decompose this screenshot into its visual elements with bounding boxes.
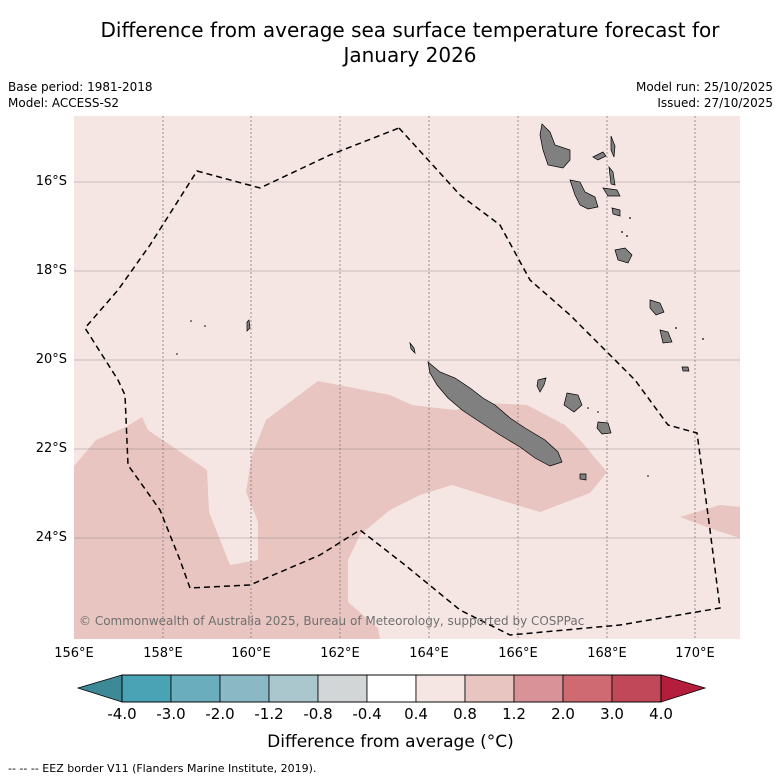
title-line-2: January 2026 — [343, 43, 477, 67]
vanuatu-ambrym — [602, 187, 621, 197]
islet — [702, 338, 704, 340]
vanuatu-erromango — [649, 299, 665, 316]
lon-label-158e: 158°E — [143, 646, 183, 661]
model-name: Model: ACCESS-S2 — [8, 96, 120, 110]
vanuatu-ambae — [592, 151, 607, 161]
colorbar-tick: 3.0 — [600, 705, 624, 723]
colorbar-segment — [170, 674, 221, 703]
mare — [596, 421, 612, 435]
land-masses — [246, 123, 690, 481]
vanuatu-pentecost — [608, 165, 616, 186]
lon-label-166e: 166°E — [498, 646, 538, 661]
issued-date: Issued: 27/10/2025 — [657, 96, 773, 110]
colorbar-segment — [611, 674, 662, 703]
colorbar-segment — [464, 674, 515, 703]
lon-label-170e: 170°E — [675, 646, 715, 661]
lon-label-168e: 168°E — [587, 646, 627, 661]
islet — [204, 325, 206, 327]
isle-of-pines — [579, 473, 587, 481]
warm-anomaly-region-west — [74, 381, 607, 639]
colorbar-tick: 0.8 — [453, 705, 477, 723]
colorbar-tick: -1.2 — [254, 705, 284, 723]
islet — [176, 353, 178, 355]
colorbar-segments — [121, 674, 662, 703]
chesterfield-islet — [246, 319, 251, 332]
colorbar-segment — [268, 674, 319, 703]
colorbar-high-extension — [660, 674, 707, 703]
islet — [647, 475, 649, 477]
map-gridlines — [74, 181, 740, 539]
vanuatu-aneityum — [681, 366, 690, 372]
colorbar-segment — [415, 674, 466, 703]
colorbar-tick: -0.8 — [303, 705, 333, 723]
colorbar-tick: 2.0 — [551, 705, 575, 723]
colorbar-segment — [366, 674, 417, 703]
eez-legend-footnote: -- -- -- EEZ border V11 (Flanders Marine… — [8, 762, 317, 775]
colorbar-tick: -4.0 — [107, 705, 137, 723]
lon-label-162e: 162°E — [320, 646, 360, 661]
vanuatu-maewo — [610, 135, 616, 158]
lat-label-24s: 24°S — [35, 530, 67, 545]
colorbar-tick: 4.0 — [649, 705, 673, 723]
lon-label-160e: 160°E — [231, 646, 271, 661]
lat-label-22s: 22°S — [35, 441, 67, 456]
colorbar-segment — [121, 674, 172, 703]
map-title: Difference from average sea surface temp… — [40, 18, 780, 68]
islet — [675, 327, 677, 329]
colorbar-segment — [219, 674, 270, 703]
islet — [190, 320, 192, 322]
run-info: Model run: 25/10/2025 Issued: 27/10/2025 — [636, 79, 773, 111]
model-run: Model run: 25/10/2025 — [635, 80, 773, 94]
lon-label-164e: 164°E — [409, 646, 449, 661]
colorbar-title: Difference from average (°C) — [267, 732, 514, 752]
ouvea — [536, 377, 547, 393]
islet — [587, 407, 589, 409]
colorbar-tick: 0.4 — [404, 705, 428, 723]
vanuatu-tanna — [659, 329, 673, 344]
islet — [621, 231, 623, 233]
colorbar-tick: -3.0 — [156, 705, 186, 723]
vanuatu-espiritu-santo — [539, 123, 571, 169]
base-period: Base period: 1981-2018 — [8, 80, 153, 94]
colorbar-tick: 1.2 — [502, 705, 526, 723]
vanuatu-epi — [611, 207, 621, 217]
lon-label-156e: 156°E — [54, 646, 94, 661]
belep-islands — [409, 341, 416, 355]
colorbar-segment — [513, 674, 564, 703]
lifou — [563, 392, 583, 413]
colorbar-tick: -2.0 — [205, 705, 235, 723]
lat-label-18s: 18°S — [35, 263, 67, 278]
islet — [597, 411, 599, 413]
colorbar-low-extension — [76, 674, 123, 703]
islet — [629, 217, 631, 219]
colorbar-frame — [121, 674, 662, 703]
copyright-notice: © Commonwealth of Australia 2025, Bureau… — [79, 614, 585, 628]
map-meridians — [162, 116, 696, 639]
islet — [626, 235, 628, 237]
colorbar-tick: -0.4 — [352, 705, 382, 723]
eez-border — [84, 127, 721, 636]
model-info: Base period: 1981-2018 Model: ACCESS-S2 — [8, 79, 153, 111]
vanuatu-malakula — [569, 179, 599, 210]
lat-label-20s: 20°S — [35, 352, 67, 367]
small-islets — [176, 217, 704, 477]
vanuatu-efate — [614, 247, 633, 264]
colorbar — [76, 674, 707, 703]
colorbar-segment — [562, 674, 613, 703]
lat-label-16s: 16°S — [35, 174, 67, 189]
new-caledonia-grande-terre — [427, 361, 563, 467]
title-line-1: Difference from average sea surface temp… — [100, 18, 720, 42]
colorbar-segment — [317, 674, 368, 703]
